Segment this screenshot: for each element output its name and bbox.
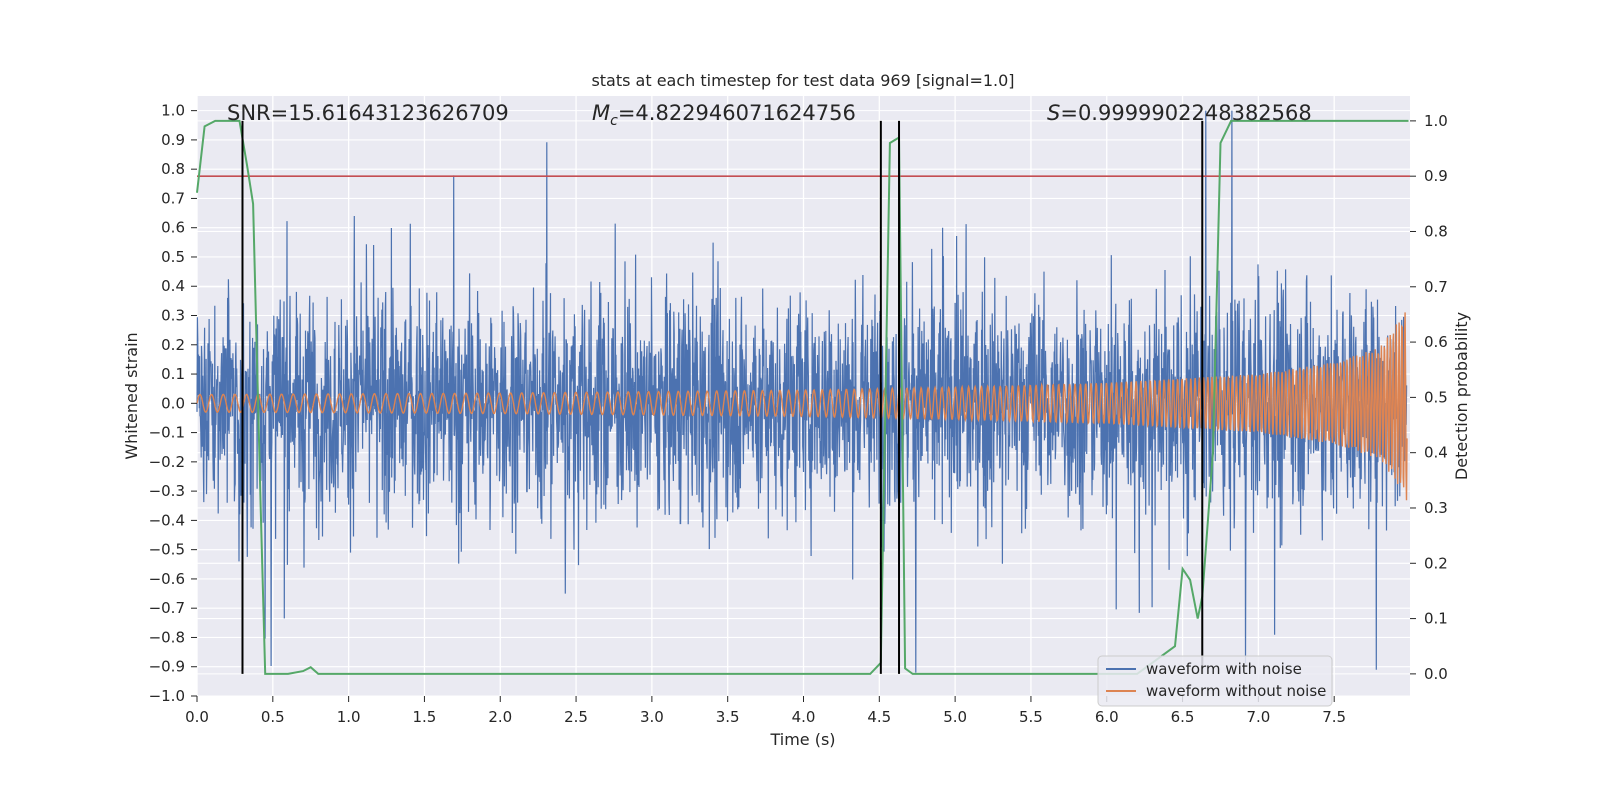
chirp-mass-annotation: Mc=4.822946071624756 xyxy=(592,101,856,129)
y-tick-label-0.5: 0.5 xyxy=(161,248,185,266)
x-tick-label-2.0: 2.0 xyxy=(488,708,512,726)
y2-tick-label-1.0: 1.0 xyxy=(1424,112,1448,130)
vertical-markers xyxy=(241,120,1204,674)
y2-tick-label-0.4: 0.4 xyxy=(1424,444,1448,462)
y-axis-label: Whitened strain xyxy=(122,332,141,459)
y2-tick-label-0.2: 0.2 xyxy=(1424,554,1448,572)
y-tick-label-1.0: 1.0 xyxy=(161,102,185,120)
x-tick-label-7.0: 7.0 xyxy=(1246,708,1270,726)
series-waveform-without-noise xyxy=(196,312,1408,501)
y-tick-label-−1.0: −1.0 xyxy=(149,687,185,705)
x-tick-label-5.0: 5.0 xyxy=(943,708,967,726)
y2-tick-label-0.0: 0.0 xyxy=(1424,665,1448,683)
legend-box xyxy=(1097,655,1333,707)
series-waveform-with-noise xyxy=(196,110,1408,673)
y-tick-label-0.8: 0.8 xyxy=(161,160,185,178)
y-tick-label-−0.3: −0.3 xyxy=(149,482,185,500)
y-tick-label-0.1: 0.1 xyxy=(161,365,185,383)
x-tick-label-0.5: 0.5 xyxy=(261,708,285,726)
x-tick-labels: 0.0 0.5 1.0 1.5 2.0 2.5 3.0 3.5 4.0 4.5 5.0 5.5 6.0 6… xyxy=(185,708,1346,726)
y2-tick-labels: 1.0 0.9 0.8 0.7 0.6 0.5 0.4 0.3 0.2 0.1 0.0 xyxy=(1424,112,1448,683)
x-tick-label-3.0: 3.0 xyxy=(640,708,664,726)
y-tick-label-0.7: 0.7 xyxy=(161,189,185,207)
y2-tick-label-0.3: 0.3 xyxy=(1424,499,1448,517)
y2-tick-label-0.7: 0.7 xyxy=(1424,278,1448,296)
y-tick-label-−0.9: −0.9 xyxy=(149,658,185,676)
x-tick-label-0.0: 0.0 xyxy=(185,708,209,726)
y-tick-label-−0.7: −0.7 xyxy=(149,599,185,617)
y-tick-label-0.6: 0.6 xyxy=(161,219,185,237)
x-tick-label-7.5: 7.5 xyxy=(1322,708,1346,726)
x-tick-label-3.5: 3.5 xyxy=(716,708,740,726)
y2-axis-label: Detection probability xyxy=(1452,312,1471,480)
noise-line xyxy=(196,110,1408,673)
y2-tick-label-0.6: 0.6 xyxy=(1424,333,1448,351)
y-tick-label-0.0: 0.0 xyxy=(161,394,185,412)
x-tick-label-1.5: 1.5 xyxy=(413,708,437,726)
clean-line xyxy=(196,312,1408,501)
tick-marks xyxy=(191,110,1416,702)
y2-tick-label-0.9: 0.9 xyxy=(1424,167,1448,185)
legend-label-noise: waveform with noise xyxy=(1146,660,1302,678)
y2-tick-label-0.8: 0.8 xyxy=(1424,222,1448,240)
y-tick-label-−0.8: −0.8 xyxy=(149,628,185,646)
legend: waveform with noise waveform without noi… xyxy=(1097,655,1333,707)
score-annotation: S=0.9999902248382568 xyxy=(1047,101,1312,125)
y2-tick-label-0.1: 0.1 xyxy=(1424,610,1448,628)
snr-annotation: SNR=15.61643123626709 xyxy=(227,101,509,125)
x-tick-label-6.0: 6.0 xyxy=(1095,708,1119,726)
y-tick-labels: 1.0 0.9 0.8 0.7 0.6 0.5 0.4 0.3 0.2 0.1 0.0 −0.1 −0.… xyxy=(149,102,185,705)
y-tick-label-0.2: 0.2 xyxy=(161,336,185,354)
y-tick-label-−0.6: −0.6 xyxy=(149,570,185,588)
y-tick-label-−0.1: −0.1 xyxy=(149,424,185,442)
x-tick-label-4.5: 4.5 xyxy=(867,708,891,726)
x-tick-label-1.0: 1.0 xyxy=(337,708,361,726)
x-tick-label-2.5: 2.5 xyxy=(564,708,588,726)
y-tick-label-−0.5: −0.5 xyxy=(149,541,185,559)
legend-label-clean: waveform without noise xyxy=(1146,682,1326,700)
x-tick-label-5.5: 5.5 xyxy=(1019,708,1043,726)
x-tick-label-6.5: 6.5 xyxy=(1171,708,1195,726)
x-axis-label: Time (s) xyxy=(769,730,835,749)
series-detection-probability xyxy=(196,119,1409,675)
y2-tick-label-0.5: 0.5 xyxy=(1424,388,1448,406)
y-tick-label-0.9: 0.9 xyxy=(161,131,185,149)
chart-title: stats at each timestep for test data 969… xyxy=(591,71,1014,90)
probability-line xyxy=(196,119,1409,675)
y-tick-label-0.3: 0.3 xyxy=(161,307,185,325)
y-tick-label-−0.2: −0.2 xyxy=(149,453,185,471)
y-tick-label-−0.4: −0.4 xyxy=(149,511,185,529)
y-tick-label-0.4: 0.4 xyxy=(161,277,185,295)
x-tick-label-4.0: 4.0 xyxy=(792,708,816,726)
